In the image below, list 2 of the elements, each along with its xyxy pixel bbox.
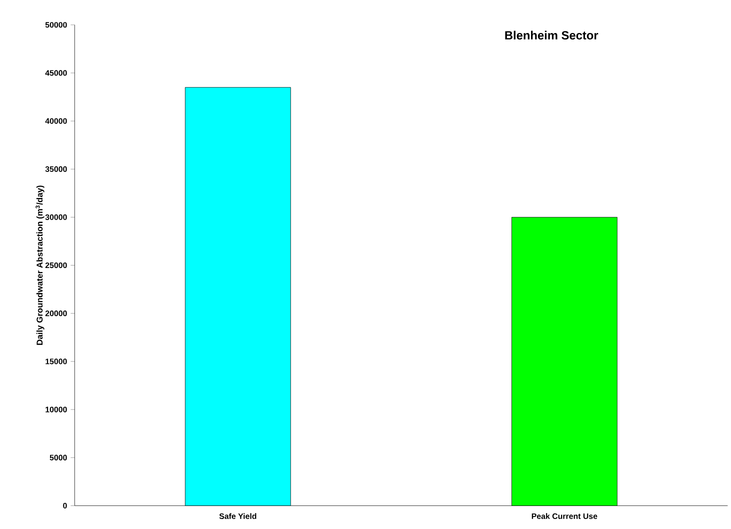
y-axis-title: Daily Groundwater Abstraction (m$^{3}$/day) <box>36 186 44 346</box>
chart-title: Blenheim Sector <box>505 30 598 40</box>
